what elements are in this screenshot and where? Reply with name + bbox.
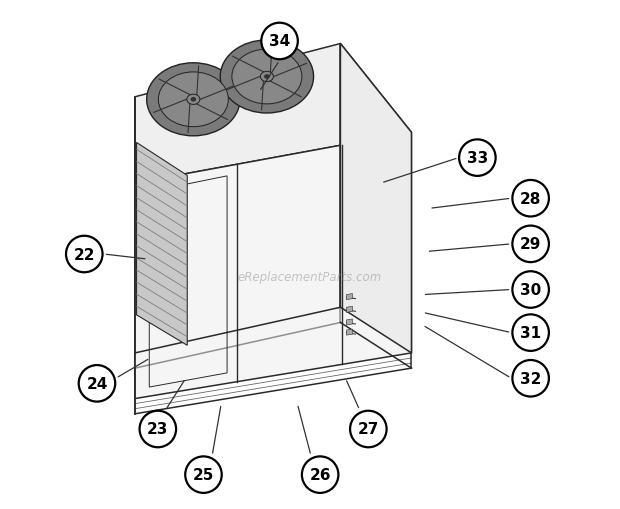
Polygon shape: [135, 44, 412, 184]
Text: 24: 24: [86, 376, 108, 391]
Circle shape: [66, 236, 102, 273]
Polygon shape: [136, 143, 187, 346]
Text: 30: 30: [520, 282, 541, 297]
Circle shape: [512, 315, 549, 351]
Circle shape: [140, 411, 176, 447]
Text: 26: 26: [309, 467, 331, 482]
Circle shape: [512, 181, 549, 217]
Text: 31: 31: [520, 325, 541, 341]
Circle shape: [350, 411, 387, 447]
Polygon shape: [340, 44, 412, 353]
Polygon shape: [347, 329, 353, 335]
Text: eReplacementParts.com: eReplacementParts.com: [238, 271, 382, 284]
Text: 23: 23: [147, 421, 169, 437]
Polygon shape: [347, 306, 353, 313]
Circle shape: [302, 457, 339, 493]
Text: 32: 32: [520, 371, 541, 386]
Circle shape: [261, 23, 298, 60]
Ellipse shape: [220, 41, 314, 114]
Circle shape: [512, 226, 549, 263]
Polygon shape: [135, 133, 412, 399]
Ellipse shape: [265, 75, 269, 79]
Circle shape: [459, 140, 495, 177]
Text: 22: 22: [74, 247, 95, 262]
Text: 28: 28: [520, 191, 541, 206]
Text: 27: 27: [358, 421, 379, 437]
Text: 25: 25: [193, 467, 214, 482]
Ellipse shape: [232, 50, 302, 105]
Circle shape: [185, 457, 222, 493]
Polygon shape: [347, 294, 353, 300]
Text: 29: 29: [520, 237, 541, 252]
Polygon shape: [347, 319, 353, 325]
Ellipse shape: [260, 72, 273, 82]
Circle shape: [79, 365, 115, 402]
Ellipse shape: [158, 73, 228, 127]
Text: 34: 34: [269, 35, 290, 49]
Ellipse shape: [147, 64, 240, 136]
Ellipse shape: [191, 98, 196, 102]
Ellipse shape: [187, 95, 200, 105]
Circle shape: [512, 272, 549, 308]
Circle shape: [512, 360, 549, 397]
Text: 33: 33: [467, 151, 488, 166]
